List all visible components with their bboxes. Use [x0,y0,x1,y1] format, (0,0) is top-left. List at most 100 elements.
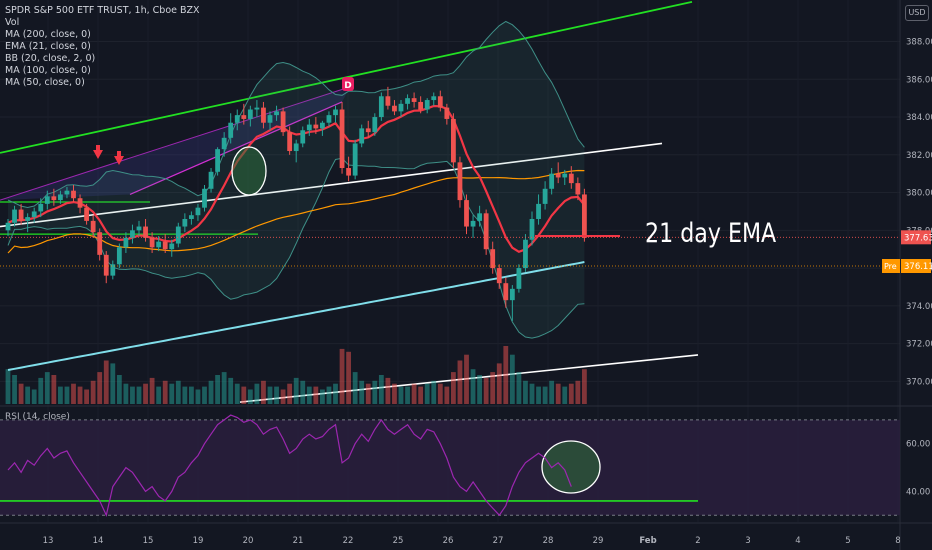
time-tick-label: 26 [443,536,454,546]
volume-bar [405,386,410,404]
volume-bar [457,360,463,404]
candle-body [346,168,351,176]
volume-bar [143,383,148,404]
candle-body [536,203,541,219]
legend-volume[interactable]: Vol [5,17,20,28]
time-tick-label: 27 [493,536,504,546]
candle-body [130,230,135,238]
volume-bar [228,377,234,404]
volume-bar [496,363,502,404]
volume-bar [555,383,561,404]
volume-bar [234,383,240,404]
candle-body [12,209,17,223]
time-tick-label: Feb [639,536,656,546]
candle-body [5,222,11,231]
volume-bar [261,380,266,404]
price-tick-label: 382.00 [906,151,932,161]
time-tick-label: 5 [845,536,850,546]
volume-bar [477,375,482,404]
volume-bar [38,377,44,404]
rsi-tick-label: 60.00 [906,440,930,450]
candle-body [457,162,463,201]
pre-market-tag [882,258,900,273]
volume-bar [542,386,548,404]
price-tick-label: 384.00 [906,113,932,123]
candle-body [195,207,201,216]
candle-body [123,237,129,248]
volume-bar [424,383,430,404]
volume-bar [320,389,325,404]
legend-ma50[interactable]: MA (50, close, 0) [5,77,85,88]
candle-body [77,198,83,208]
candle-body [44,196,50,204]
currency-button[interactable]: USD [905,5,929,21]
legend-bb[interactable]: BB (20, close, 2, 0) [5,53,96,64]
rsi-series-line [7,414,572,518]
candle-body [90,220,96,233]
volume-bar [385,377,391,404]
volume-bar [575,380,581,404]
volume-bar [136,386,142,404]
volume-bar [202,386,207,404]
time-tick-label: 19 [193,536,204,546]
volume-bar [215,375,220,404]
candle-body [549,173,555,189]
volume-bar [333,383,338,404]
volume-bar [411,383,417,404]
candle-body [267,115,273,123]
time-tick-label: 8 [895,536,900,546]
volume-bar [169,383,175,404]
price-tick-label: 386.00 [906,75,932,85]
candle-body [280,111,286,133]
candle-body [156,241,162,248]
price-axis[interactable]: 388.00386.00384.00382.00380.00378.00376.… [882,38,932,498]
volume-bar [444,386,450,404]
candle-body [523,239,528,269]
volume-bar [378,375,384,404]
volume-bar [509,354,515,404]
candle-body [234,115,240,123]
candle-body [483,213,489,250]
candle-body [464,200,469,227]
time-tick-label: 14 [93,536,104,546]
candle-body [84,207,89,221]
legend-ma100[interactable]: MA (100, close, 0) [5,65,91,76]
volume-bar [516,372,522,404]
volume-bar [5,369,11,404]
volume-bar [189,386,194,404]
candle-body [274,111,279,116]
volume-bar [123,383,129,404]
legend-ma200[interactable]: MA (200, close, 0) [5,29,91,40]
volume-bar [372,380,378,404]
highlight-circle-price [231,146,267,196]
candle-body [189,215,194,219]
volume-bar [339,348,345,404]
candle-body [215,149,220,172]
volume-bar [254,383,260,404]
rsi-legend[interactable]: RSI (14, close) [5,412,70,422]
volume-bar [483,377,489,404]
candle-body [103,254,109,276]
time-tick-label: 3 [745,536,750,546]
candle-body [398,103,404,112]
volume-bar [398,386,404,404]
legend-ema21[interactable]: EMA (21, close, 0) [5,41,91,52]
price-tick-label: 372.00 [906,340,932,350]
candle-body [529,218,535,240]
candle-body [110,264,116,276]
time-axis[interactable]: 13 14 15 19 20 21 22 25 26 27 28 29 Feb 2 3 4 5 8 [43,536,901,546]
candle-body [71,190,76,199]
volume-bar [64,386,70,404]
candle-body [392,105,397,112]
volume-bar [247,389,253,404]
volume-bar [116,375,122,404]
indicator-legend: SPDR S&P 500 ETF TRUST, 1h, Cboe BZX Vol… [5,5,200,89]
volume-bars [5,346,587,404]
last-price-badge[interactable] [901,230,931,245]
annotations-marks: D [0,77,900,494]
candle-body [444,107,450,119]
symbol-title[interactable]: SPDR S&P 500 ETF TRUST, 1h, Cboe BZX [5,5,200,16]
candle-body [509,288,515,301]
volume-bar [31,389,37,404]
